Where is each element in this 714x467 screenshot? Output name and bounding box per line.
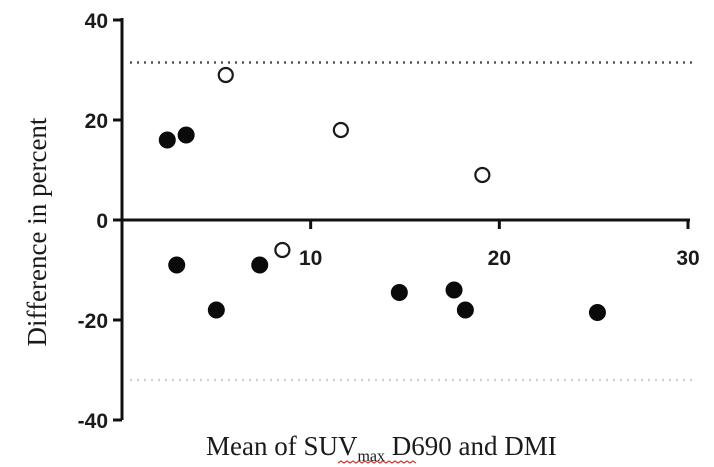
data-point-filled xyxy=(456,301,474,319)
data-point-filled xyxy=(207,301,225,319)
x-tick-label: 20 xyxy=(488,247,511,270)
data-point-filled xyxy=(158,131,176,149)
x-ticks: 10 20 30 xyxy=(299,220,700,270)
y-axis-title: Difference in percent xyxy=(22,117,52,346)
data-point-open xyxy=(217,66,234,84)
x-axis-title-suffix: D690 and DMI xyxy=(385,431,557,461)
y-tick-label: -40 xyxy=(78,410,108,433)
y-ticks: 40 20 0 -20 -40 xyxy=(78,10,122,433)
data-point-open xyxy=(332,121,349,139)
data-point-filled xyxy=(588,304,606,321)
data-point-filled xyxy=(445,281,463,299)
data-point-open xyxy=(274,241,291,259)
axes xyxy=(120,18,690,420)
data-point-filled xyxy=(177,126,195,144)
y-tick-label: 20 xyxy=(85,110,108,133)
data-point-filled xyxy=(390,284,408,301)
x-axis-title-suv: SUV xyxy=(303,431,358,461)
spellcheck-underline xyxy=(337,460,417,464)
data-points xyxy=(158,66,606,321)
data-point-open xyxy=(474,166,491,184)
x-tick-label: 30 xyxy=(676,247,699,270)
y-tick-label: 0 xyxy=(96,210,108,233)
data-point-filled xyxy=(251,256,269,274)
x-tick-label: 10 xyxy=(299,247,322,270)
x-axis-title: Mean of SUVmax D690 and DMI xyxy=(206,431,557,465)
data-point-filled xyxy=(168,256,186,274)
y-tick-label: -20 xyxy=(78,310,108,333)
x-axis-title-prefix: Mean of xyxy=(206,431,303,461)
y-tick-label: 40 xyxy=(85,10,108,33)
